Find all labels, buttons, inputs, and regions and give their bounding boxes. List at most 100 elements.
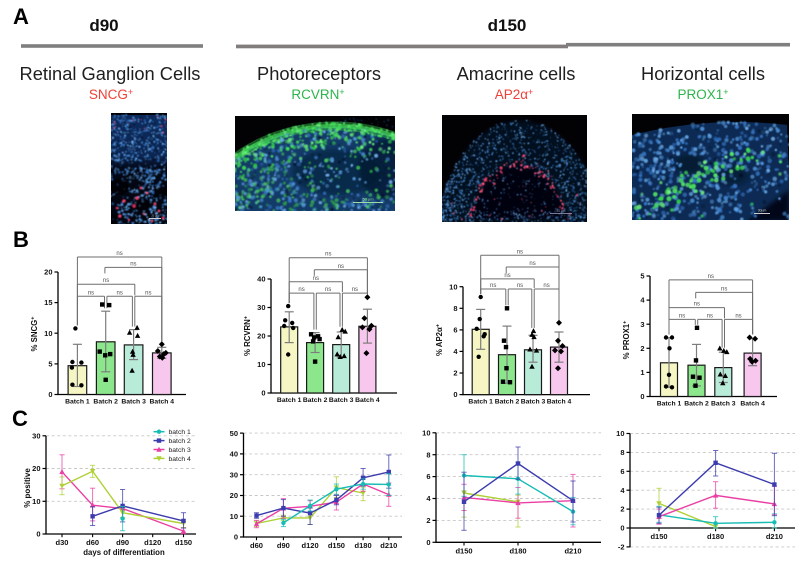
svg-text:2: 2 <box>426 516 430 525</box>
svg-text:2: 2 <box>453 369 457 378</box>
svg-text:30µm: 30µm <box>758 209 767 213</box>
svg-text:batch 3: batch 3 <box>169 447 192 454</box>
svg-text:ns: ns <box>707 313 713 319</box>
svg-text:Batch 1: Batch 1 <box>65 398 90 405</box>
svg-text:ns: ns <box>708 274 714 280</box>
svg-text:d180: d180 <box>355 541 372 550</box>
svg-text:ns: ns <box>679 313 685 319</box>
svg-text:20: 20 <box>257 332 265 341</box>
svg-text:batch 2: batch 2 <box>169 438 192 445</box>
svg-text:6: 6 <box>426 472 430 481</box>
svg-text:10: 10 <box>449 282 457 291</box>
svg-text:5: 5 <box>48 360 52 369</box>
svg-text:d210: d210 <box>766 532 783 541</box>
svg-text:d90: d90 <box>89 16 118 35</box>
svg-text:Batch 4: Batch 4 <box>150 398 175 405</box>
svg-text:ns: ns <box>117 290 123 296</box>
svg-text:0: 0 <box>48 390 52 399</box>
svg-text:0: 0 <box>620 524 624 533</box>
svg-text:A: A <box>13 4 29 29</box>
svg-text:4: 4 <box>620 486 625 495</box>
svg-text:ns: ns <box>325 287 331 293</box>
svg-text:Batch 3: Batch 3 <box>329 397 354 404</box>
svg-text:ns: ns <box>313 276 319 282</box>
svg-text:% RCVRN+: % RCVRN+ <box>243 316 252 356</box>
svg-text:Batch 4: Batch 4 <box>547 398 572 405</box>
svg-text:5: 5 <box>640 272 644 281</box>
svg-text:10: 10 <box>616 429 624 438</box>
svg-text:d150: d150 <box>328 541 345 550</box>
svg-text:30: 30 <box>32 431 40 440</box>
svg-text:ns: ns <box>298 287 304 293</box>
svg-text:d150: d150 <box>650 532 667 541</box>
svg-text:Batch 2: Batch 2 <box>303 397 328 404</box>
svg-text:2: 2 <box>640 344 644 353</box>
svg-text:30: 30 <box>257 303 265 312</box>
svg-text:10: 10 <box>422 428 430 437</box>
svg-text:d150: d150 <box>175 538 192 547</box>
svg-text:ns: ns <box>504 273 510 279</box>
svg-text:50 µm: 50 µm <box>557 209 566 213</box>
svg-text:20: 20 <box>44 268 52 277</box>
svg-text:0: 0 <box>36 530 40 539</box>
svg-text:Batch 3: Batch 3 <box>121 398 146 405</box>
svg-text:PROX1+: PROX1+ <box>677 87 728 102</box>
svg-text:4: 4 <box>640 296 645 305</box>
svg-text:% AP2α+: % AP2α+ <box>435 324 444 356</box>
svg-text:0: 0 <box>261 389 265 398</box>
svg-text:d180: d180 <box>509 546 526 555</box>
svg-text:0: 0 <box>234 533 238 542</box>
svg-text:0: 0 <box>426 538 430 547</box>
svg-text:d90: d90 <box>116 538 129 547</box>
svg-text:% SNCG+: % SNCG+ <box>30 317 39 352</box>
svg-text:AP2α+: AP2α+ <box>495 87 534 102</box>
svg-text:d120: d120 <box>144 538 161 547</box>
svg-text:B: B <box>13 227 29 252</box>
svg-text:Batch 1: Batch 1 <box>277 397 302 404</box>
svg-text:% PROX1+: % PROX1+ <box>622 321 631 360</box>
svg-text:d60: d60 <box>86 538 99 547</box>
svg-text:Photoreceptors: Photoreceptors <box>257 63 381 84</box>
svg-text:ns: ns <box>694 302 700 308</box>
svg-text:4: 4 <box>426 494 431 503</box>
svg-text:Batch 3: Batch 3 <box>521 398 546 405</box>
svg-text:40: 40 <box>230 450 238 459</box>
svg-text:6: 6 <box>453 326 457 335</box>
svg-text:0: 0 <box>453 390 457 399</box>
svg-text:ns: ns <box>517 283 523 289</box>
svg-text:ns: ns <box>352 287 358 293</box>
svg-text:Batch 2: Batch 2 <box>93 398 118 405</box>
svg-text:Horizontal cells: Horizontal cells <box>641 63 765 84</box>
svg-text:ns: ns <box>735 313 741 319</box>
svg-text:ns: ns <box>88 290 94 296</box>
svg-text:ns: ns <box>517 249 523 255</box>
svg-text:d150: d150 <box>455 546 472 555</box>
svg-text:-2: -2 <box>618 543 625 552</box>
svg-text:ns: ns <box>529 261 535 267</box>
svg-text:ns: ns <box>543 283 549 289</box>
svg-text:50 µm: 50 µm <box>362 197 374 202</box>
svg-text:batch 4: batch 4 <box>169 456 192 463</box>
svg-text:d150: d150 <box>488 16 527 35</box>
svg-text:10: 10 <box>32 497 40 506</box>
svg-text:SNCG+: SNCG+ <box>89 87 133 102</box>
svg-text:1: 1 <box>640 368 644 377</box>
svg-text:d90: d90 <box>277 541 290 550</box>
svg-text:8: 8 <box>620 448 624 457</box>
svg-text:Retinal Ganglion Cells: Retinal Ganglion Cells <box>20 63 201 84</box>
svg-text:ns: ns <box>116 251 122 257</box>
svg-text:50: 50 <box>230 429 238 438</box>
svg-text:0: 0 <box>640 392 644 401</box>
svg-text:10: 10 <box>44 329 52 338</box>
svg-text:RCVRN+: RCVRN+ <box>291 87 344 102</box>
svg-text:Batch 2: Batch 2 <box>684 400 709 407</box>
svg-text:10: 10 <box>257 360 265 369</box>
svg-text:days of differentiation: days of differentiation <box>83 548 165 557</box>
svg-text:4: 4 <box>453 347 458 356</box>
svg-text:Batch 4: Batch 4 <box>355 397 380 404</box>
svg-text:% positive: % positive <box>23 468 32 508</box>
svg-text:d210: d210 <box>380 541 397 550</box>
svg-text:ns: ns <box>338 264 344 270</box>
svg-text:Batch 4: Batch 4 <box>740 400 765 407</box>
svg-text:Batch 3: Batch 3 <box>711 400 736 407</box>
